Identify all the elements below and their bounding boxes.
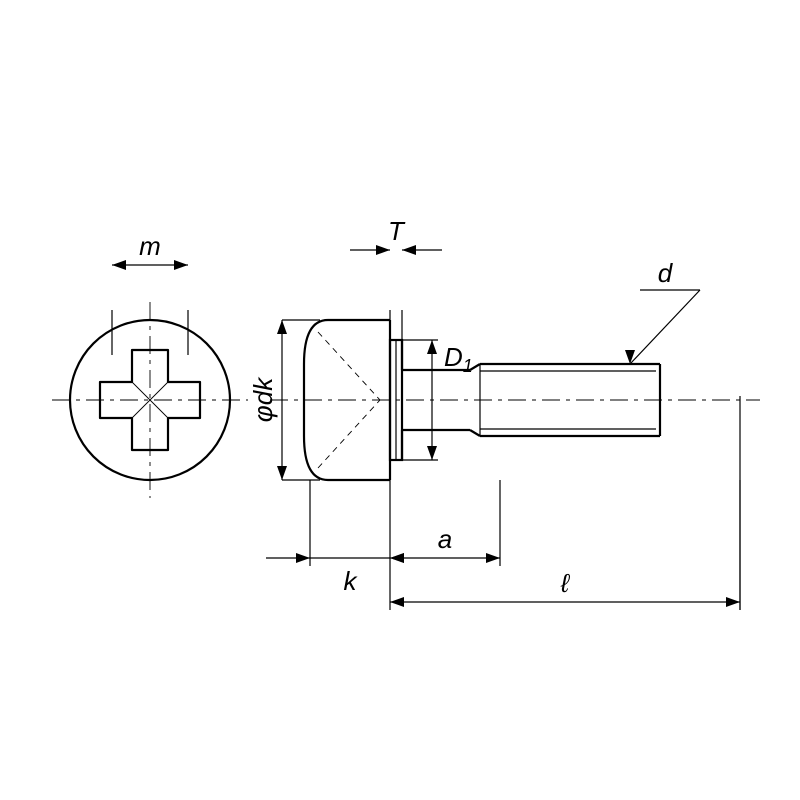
svg-text:φdk: φdk [248,376,278,422]
svg-text:ℓ: ℓ [560,568,571,598]
svg-text:a: a [438,524,452,554]
svg-text:T: T [388,216,406,246]
svg-text:k: k [344,566,359,596]
svg-text:D1: D1 [444,342,473,376]
svg-text:m: m [139,231,161,261]
svg-text:d: d [658,258,674,288]
